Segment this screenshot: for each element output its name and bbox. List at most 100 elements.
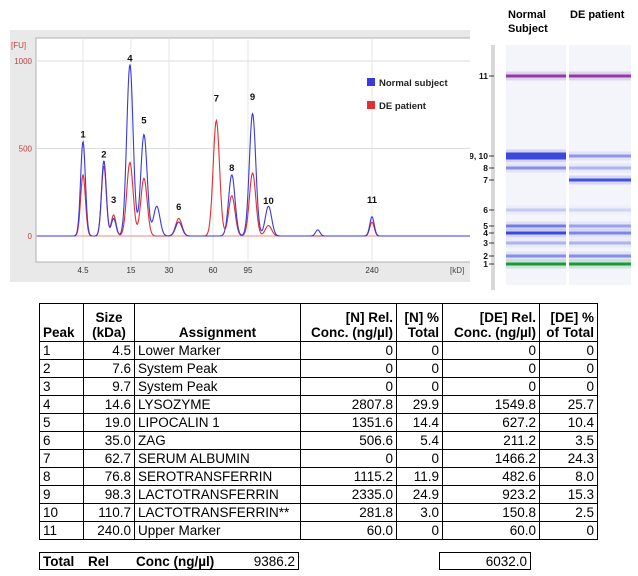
- total-label: Total: [43, 554, 75, 569]
- cell-assignment: SEROTRANSFERRIN: [134, 467, 301, 486]
- gel-band-normal-9-10: [506, 152, 566, 160]
- gel-peak-labels: 11 9, 10 8 7 6 543 21: [470, 71, 494, 269]
- cell-n-conc: 506.6: [300, 431, 397, 450]
- cell-assignment: ZAG: [134, 431, 301, 450]
- cell-peak: 1: [39, 341, 84, 360]
- header-peak: Peak: [39, 303, 84, 342]
- cell-size: 19.0: [83, 413, 135, 432]
- peak-label-10: 10: [263, 196, 274, 207]
- cell-de-pct: 8.0: [539, 467, 598, 486]
- cell-peak: 4: [39, 395, 84, 414]
- gel-band-halo-normal-1: [506, 259, 566, 269]
- gel-peak-label-5: 5: [483, 221, 488, 231]
- cell-assignment: LYSOZYME: [134, 395, 301, 414]
- cell-peak: 5: [39, 413, 84, 432]
- cell-de-conc: 627.2: [442, 413, 540, 432]
- cell-size: 62.7: [83, 449, 135, 468]
- cell-n-conc: 2807.8: [300, 395, 397, 414]
- cell-de-conc: 211.2: [442, 431, 540, 450]
- gel-band-halo-normal-5: [506, 221, 566, 231]
- x-tick-label-0: 4.5: [77, 266, 89, 275]
- cell-n-pct: 0: [396, 341, 443, 360]
- peak-label-3: 3: [111, 195, 116, 206]
- cell-peak: 3: [39, 377, 84, 396]
- gel-band-halo-normal-2: [506, 251, 566, 261]
- table-row: 4 14.6 LYSOZYME 2807.8 29.9 1549.8 25.7: [39, 395, 598, 414]
- gel-lane-normal: [506, 45, 566, 285]
- cell-de-conc: 482.6: [442, 467, 540, 486]
- gel-band-normal-5: [506, 224, 566, 228]
- gel-band-normal-6: [506, 208, 566, 212]
- peak-label-2: 2: [101, 150, 106, 161]
- table-header-row: Peak Size (kDa) Assignment [N] Rel. Conc. …: [39, 303, 598, 342]
- gel-band-de-4: [569, 231, 631, 235]
- gel-bands: [506, 71, 631, 269]
- cell-size: 4.5: [83, 341, 135, 360]
- gel-band-halo-normal-8: [506, 163, 566, 173]
- gel-peak-label-11: 11: [479, 71, 488, 81]
- cell-n-conc: 60.0: [300, 521, 397, 540]
- cell-de-conc: 0: [442, 341, 540, 360]
- gel-peak-label-9-10: 9, 10: [470, 151, 488, 161]
- peak-label-1: 1: [80, 130, 86, 141]
- gel-band-de-7: [569, 178, 631, 182]
- cell-size: 76.8: [83, 467, 135, 486]
- gel-lane-de: [569, 45, 631, 285]
- cell-n-conc: 1351.6: [300, 413, 397, 432]
- cell-assignment: Lower Marker: [134, 341, 301, 360]
- gel-band-halo-normal-9-10: [506, 149, 566, 163]
- cell-de-conc: 0: [442, 359, 540, 378]
- gel-peak-label-2: 2: [483, 251, 488, 261]
- gel-scale-bar: [491, 45, 495, 290]
- peak-label-5: 5: [141, 116, 147, 127]
- gel-peak-label-6: 6: [483, 205, 488, 215]
- gel-band-normal-1: [506, 262, 566, 266]
- gel-band-halo-normal-6: [506, 206, 566, 215]
- cell-assignment: SERUM ALBUMIN: [134, 449, 301, 468]
- peak-labels: 1 2 3 4 5 6 7 8 9 10 11: [80, 53, 377, 213]
- gel-band-halo-de-3: [569, 238, 631, 248]
- peak-label-9: 9: [250, 92, 255, 103]
- gel-band-normal-2: [506, 254, 566, 258]
- cell-assignment: LACTOTRANSFERRIN: [134, 485, 301, 504]
- cell-n-pct: 5.4: [396, 431, 443, 450]
- gel-band-halo-de-6: [569, 206, 631, 215]
- gel-band-halo-de-1: [569, 259, 631, 269]
- cell-n-conc: 1115.2: [300, 467, 397, 486]
- cell-size: 7.6: [83, 359, 135, 378]
- legend-swatch-normal-subject: [367, 78, 375, 86]
- table-row: 2 7.6 System Peak 0 0 0 0: [39, 359, 598, 378]
- cell-de-pct: 3.5: [539, 431, 598, 450]
- gel-image: Normal Subject DE patient 11 9, 10 8 7 6 543 2…: [470, 0, 638, 290]
- gel-band-de-9-10: [569, 154, 631, 158]
- cell-de-pct: 0: [539, 359, 598, 378]
- peak-table: Peak Size (kDa) Assignment [N] Rel. Conc. …: [39, 303, 598, 540]
- cell-peak: 11: [39, 521, 84, 540]
- gel-band-de-3: [569, 241, 631, 245]
- cell-de-pct: 0: [539, 521, 598, 540]
- cell-de-conc: 150.8: [442, 503, 540, 522]
- cell-assignment: Upper Marker: [134, 521, 301, 540]
- cell-n-pct: 29.9: [396, 395, 443, 414]
- cell-de-pct: 0: [539, 377, 598, 396]
- gel-peak-label-8: 8: [483, 163, 488, 173]
- cell-assignment: LACTOTRANSFERRIN**: [134, 503, 301, 522]
- cell-de-conc: 60.0: [442, 521, 540, 540]
- cell-peak: 7: [39, 449, 84, 468]
- lane-label-normal-line1: Normal: [508, 9, 546, 21]
- table-row: 1 4.5 Lower Marker 0 0 0 0: [39, 341, 598, 360]
- gel-band-halo-de-2: [569, 251, 631, 261]
- peak-label-11: 11: [367, 195, 378, 206]
- gel-peak-label-3: 3: [483, 238, 488, 248]
- cell-size: 14.6: [83, 395, 135, 414]
- cell-de-pct: 2.5: [539, 503, 598, 522]
- total-row-label: Total Rel Conc (ng/µl) 9386.2: [39, 552, 299, 570]
- cell-de-pct: 15.3: [539, 485, 598, 504]
- cell-de-pct: 24.3: [539, 449, 598, 468]
- x-tick-label-1: 15: [127, 266, 136, 275]
- cell-n-conc: 281.8: [300, 503, 397, 522]
- x-tick-label-3: 60: [209, 266, 218, 275]
- total-conc-label: Conc (ng/µl): [136, 554, 215, 569]
- table-row: 5 19.0 LIPOCALIN 1 1351.6 14.4 627.2 10.4: [39, 413, 598, 432]
- gel-band-halo-de-9-10: [569, 151, 631, 161]
